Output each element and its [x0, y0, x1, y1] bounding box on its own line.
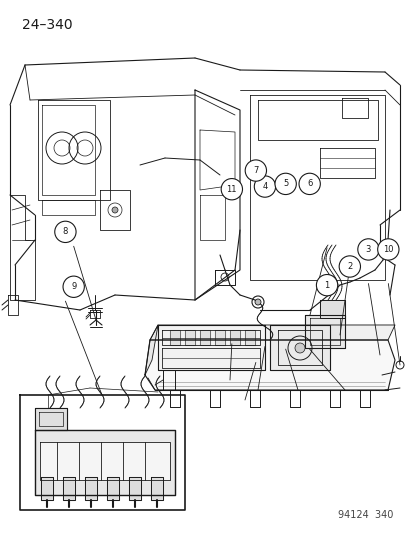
Text: 7: 7 [253, 166, 258, 175]
Circle shape [338, 256, 360, 277]
Polygon shape [20, 395, 185, 510]
Polygon shape [170, 330, 180, 345]
Text: 94124  340: 94124 340 [337, 510, 392, 520]
Circle shape [294, 343, 304, 353]
Circle shape [274, 173, 296, 195]
Polygon shape [158, 325, 264, 370]
Text: 5: 5 [282, 180, 287, 188]
Polygon shape [35, 430, 175, 495]
Circle shape [63, 276, 84, 297]
Polygon shape [151, 477, 163, 500]
Circle shape [377, 239, 398, 260]
Polygon shape [269, 325, 329, 370]
Text: 2: 2 [347, 262, 351, 271]
Text: 10: 10 [382, 245, 393, 254]
Polygon shape [63, 477, 75, 500]
Text: 11: 11 [226, 185, 237, 193]
Polygon shape [107, 477, 119, 500]
Circle shape [357, 239, 378, 260]
Circle shape [112, 207, 118, 213]
Polygon shape [35, 408, 67, 430]
Circle shape [221, 179, 242, 200]
Text: 6: 6 [306, 180, 311, 188]
Circle shape [254, 176, 275, 197]
Text: 1: 1 [324, 281, 329, 289]
Text: 9: 9 [71, 282, 76, 291]
Circle shape [244, 160, 266, 181]
Text: 4: 4 [262, 182, 267, 191]
Text: 8: 8 [63, 228, 68, 236]
Text: 24–340: 24–340 [22, 18, 72, 32]
Polygon shape [185, 330, 195, 345]
Text: 3: 3 [365, 245, 370, 254]
Polygon shape [145, 325, 158, 375]
Polygon shape [41, 477, 53, 500]
Circle shape [55, 221, 76, 243]
Polygon shape [214, 330, 224, 345]
Circle shape [254, 299, 260, 305]
Polygon shape [199, 330, 209, 345]
Circle shape [298, 173, 320, 195]
Polygon shape [319, 300, 344, 318]
Polygon shape [129, 477, 141, 500]
Polygon shape [40, 442, 170, 480]
Polygon shape [150, 325, 394, 340]
Polygon shape [244, 330, 254, 345]
Polygon shape [230, 330, 240, 345]
Circle shape [316, 274, 337, 296]
Polygon shape [304, 315, 344, 348]
Polygon shape [85, 477, 97, 500]
Polygon shape [145, 340, 394, 390]
